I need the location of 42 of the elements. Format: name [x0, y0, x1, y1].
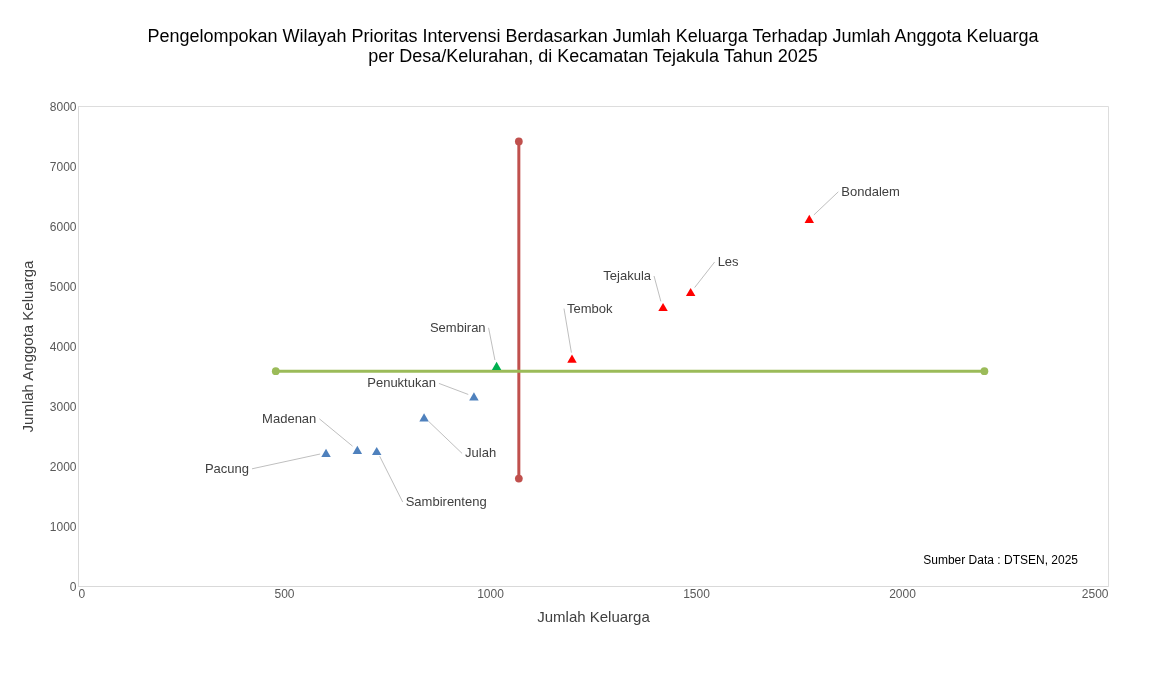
- annotation: Penuktukan: [367, 375, 436, 391]
- x-axis-title: Jumlah Keluarga: [537, 607, 651, 625]
- point: [658, 302, 668, 312]
- point: [514, 474, 523, 483]
- point: [271, 367, 280, 376]
- y-tick-label: 2000: [49, 459, 77, 474]
- annotation: Tejakula: [603, 268, 652, 283]
- annotation: Sembiran: [429, 319, 486, 335]
- x-tick-label: 1500: [683, 586, 711, 601]
- x-tick-label: 500: [274, 586, 295, 601]
- y-tick-label: 4000: [49, 339, 77, 354]
- point: [804, 214, 815, 223]
- point: [419, 413, 429, 422]
- y-axis-title: Jumlah Anggota Keluarga: [18, 259, 36, 433]
- x-tick-label: 2500: [1081, 586, 1109, 601]
- text: per Desa/Kelurahan, di Kecamatan Tejakula Tahun 2025: [368, 46, 818, 66]
- y-tick-label: 5000: [49, 279, 77, 294]
- point: [491, 361, 502, 370]
- y-tick-label: 3000: [49, 399, 77, 414]
- annotation: Bondalem: [841, 183, 900, 199]
- point: [371, 446, 382, 456]
- text: Pengelompokan Wilayah Prioritas Intervensi Berdasarkan Jumlah Keluarga Terhadap Jumlah Anggota Keluarga: [147, 26, 1039, 46]
- x-tick-label: 1000: [477, 586, 505, 601]
- point: [469, 392, 479, 401]
- y-tick-label: 6000: [49, 219, 77, 234]
- annotation: Les: [717, 254, 740, 269]
- annotation: Sambirenteng: [405, 494, 487, 509]
- annotation: Julah: [465, 445, 497, 461]
- point: [980, 367, 989, 376]
- y-tick-label: 7000: [49, 159, 77, 174]
- point: [321, 448, 331, 457]
- annotation: Pacung: [204, 460, 250, 476]
- point: [352, 445, 363, 454]
- annotation: Sumber Data : DTSEN, 2025: [923, 553, 1079, 567]
- x-tick-label: 2000: [889, 586, 917, 601]
- annotation: Tembok: [566, 300, 614, 316]
- point: [567, 354, 577, 363]
- point: [685, 287, 696, 297]
- y-tick-label: 8000: [49, 99, 77, 114]
- point: [514, 137, 523, 146]
- y-tick-label: 1000: [49, 519, 77, 534]
- annotation: Madenan: [262, 410, 317, 426]
